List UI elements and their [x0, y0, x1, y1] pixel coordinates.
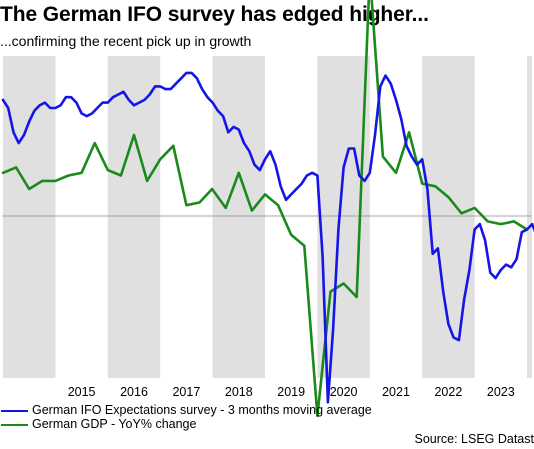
x-tick-label-2018: 2018 [225, 385, 253, 399]
shaded-year-bands [3, 56, 532, 378]
x-tick-label-2022: 2022 [434, 385, 462, 399]
x-tick-label-2023: 2023 [487, 385, 515, 399]
x-tick-label-2021: 2021 [382, 385, 410, 399]
series-lines [1, 0, 534, 418]
series-line-gdp [1, 0, 529, 418]
shaded-band-2018 [212, 56, 265, 378]
x-tick-label-2020: 2020 [330, 385, 358, 399]
shaded-band-2016 [107, 56, 161, 378]
series-line-ifo [1, 71, 534, 404]
legend-swatch-gdp [1, 423, 28, 426]
shaded-band-2024 [527, 56, 532, 378]
chart-subtitle: ...confirming the recent pick up in grow… [0, 33, 252, 49]
legend-item-gdp: German GDP - YoY% change [0, 417, 196, 431]
legend-label-gdp: German GDP - YoY% change [32, 417, 197, 431]
legend-swatch-ifo [1, 409, 28, 412]
source-note: Source: LSEG Datast [414, 432, 534, 446]
x-tick-label-2017: 2017 [172, 385, 200, 399]
chart-title: The German IFO survey has edged higher..… [0, 3, 429, 26]
x-tick-label-2015: 2015 [68, 385, 96, 399]
legend-label-ifo: German IFO Expectations survey - 3 month… [32, 403, 372, 417]
x-axis-ticks: 2015201620172018201920202021202220232024 [68, 385, 515, 399]
x-tick-label-2016: 2016 [120, 385, 148, 399]
legend-item-ifo: German IFO Expectations survey - 3 month… [0, 403, 372, 417]
x-tick-label-2019: 2019 [277, 385, 305, 399]
shaded-band-2014 [3, 56, 56, 378]
